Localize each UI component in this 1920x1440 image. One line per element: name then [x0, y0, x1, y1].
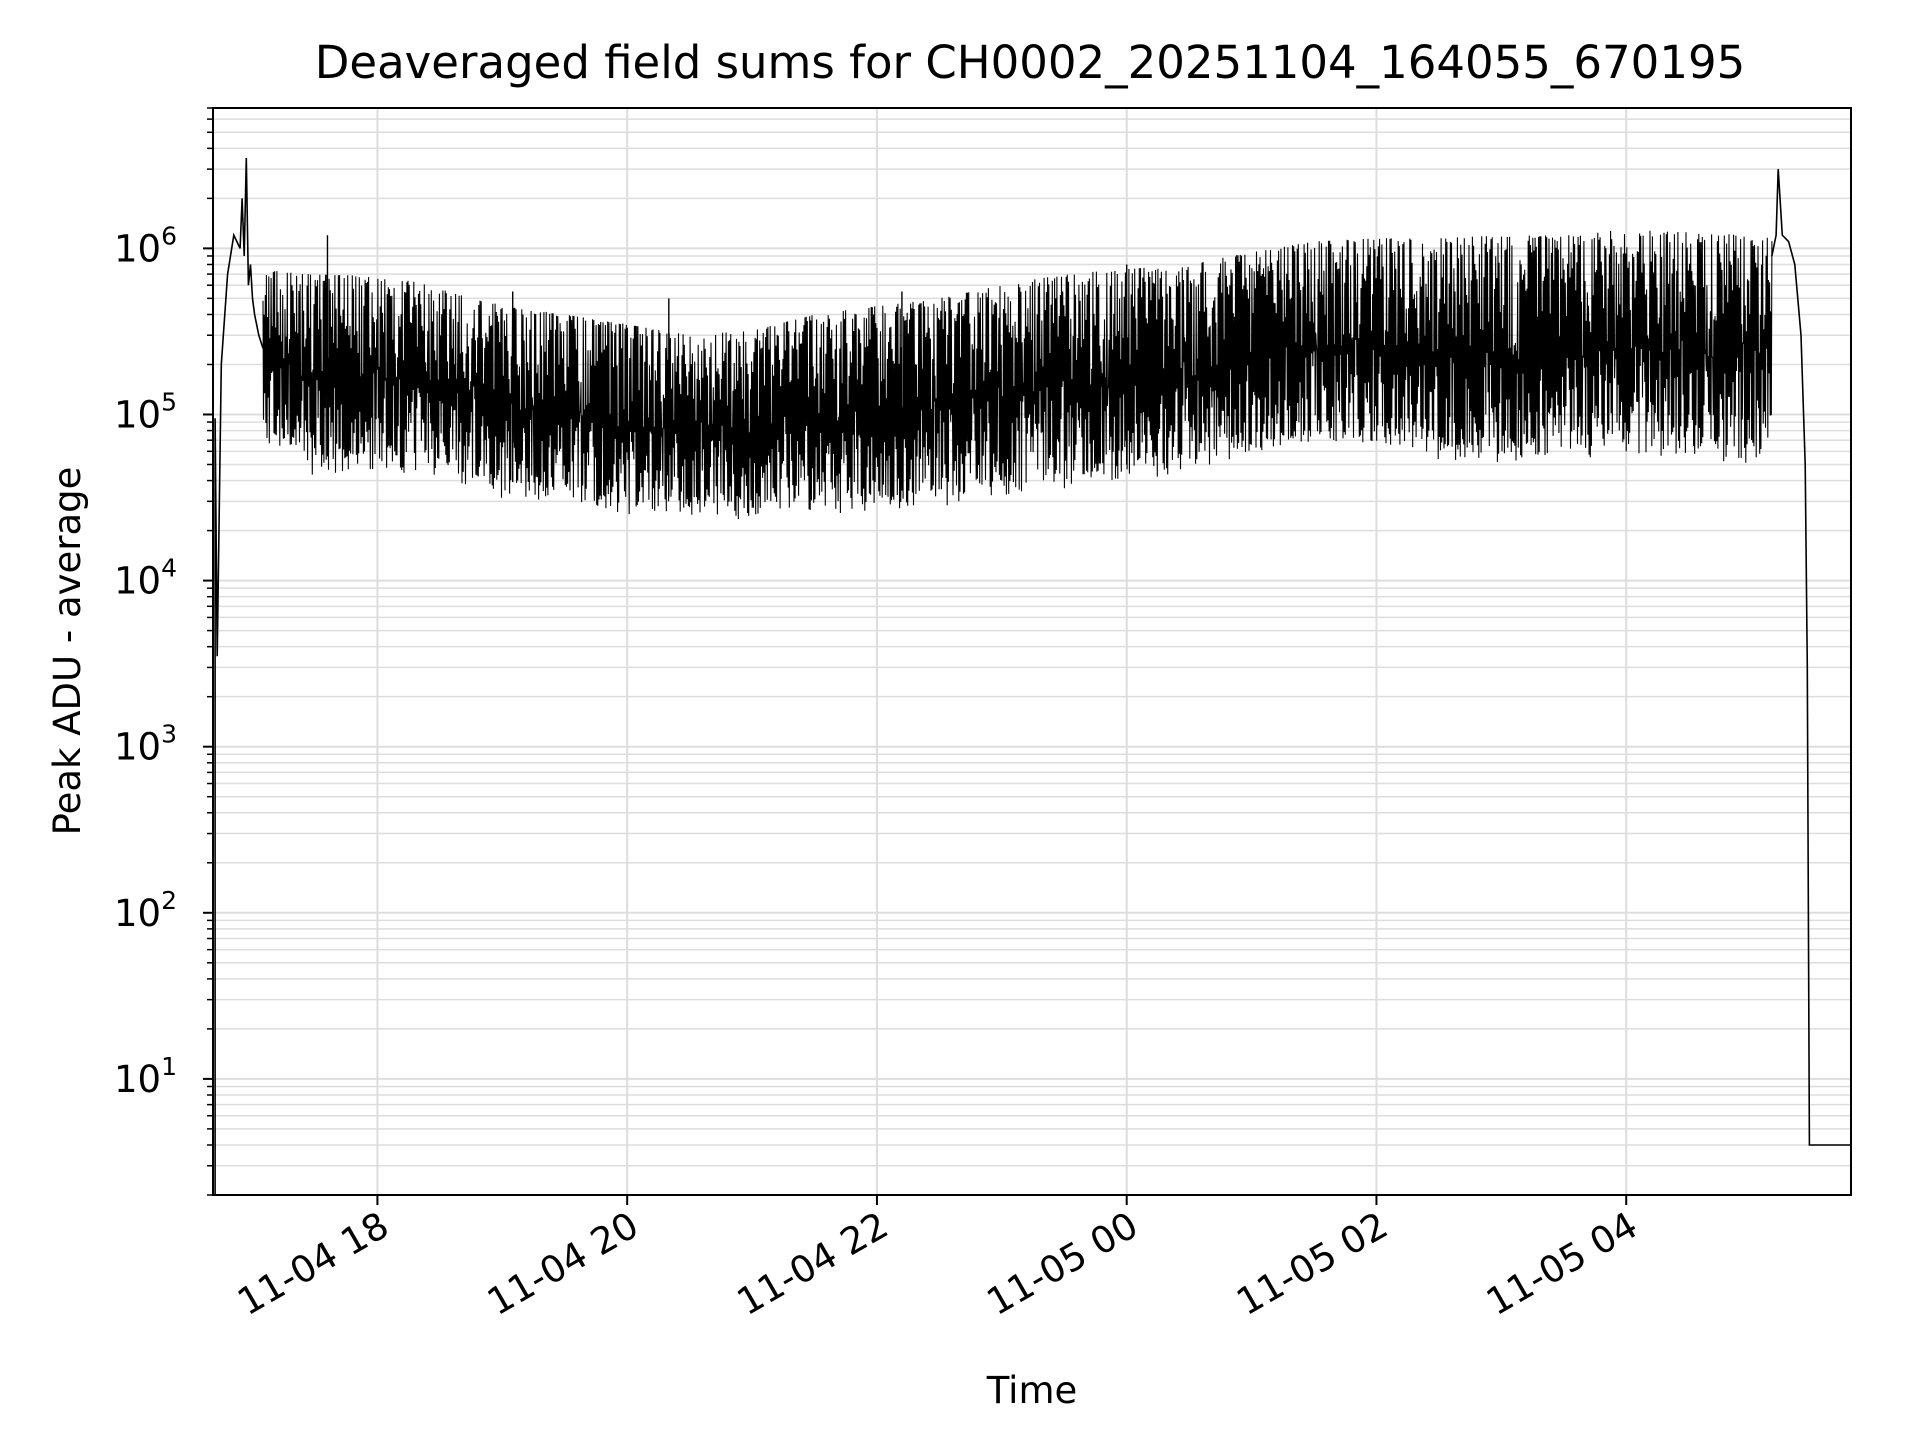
y-tick-label: 103: [114, 720, 177, 769]
y-tick-label: 105: [114, 387, 177, 436]
y-tick-exponent: 1: [161, 1052, 177, 1081]
y-tick-exponent: 6: [161, 221, 177, 250]
plot-frame: [212, 107, 1852, 1196]
series-line-body: [262, 230, 1773, 520]
x-axis-label: Time: [986, 1369, 1078, 1412]
chart-title: Deaveraged field sums for CH0002_2025110…: [315, 36, 1745, 89]
y-tick-label: 106: [114, 221, 177, 270]
y-axis-label: Peak ADU - average: [46, 467, 89, 836]
y-tick-exponent: 5: [161, 387, 177, 416]
plot-area: [213, 157, 1851, 1196]
series-line-start: [213, 157, 264, 1196]
y-tick-exponent: 3: [161, 720, 177, 749]
y-tick-exponent: 4: [161, 554, 177, 583]
y-tick-exponent: 2: [161, 886, 177, 915]
series-line-end: [1771, 169, 1851, 1146]
